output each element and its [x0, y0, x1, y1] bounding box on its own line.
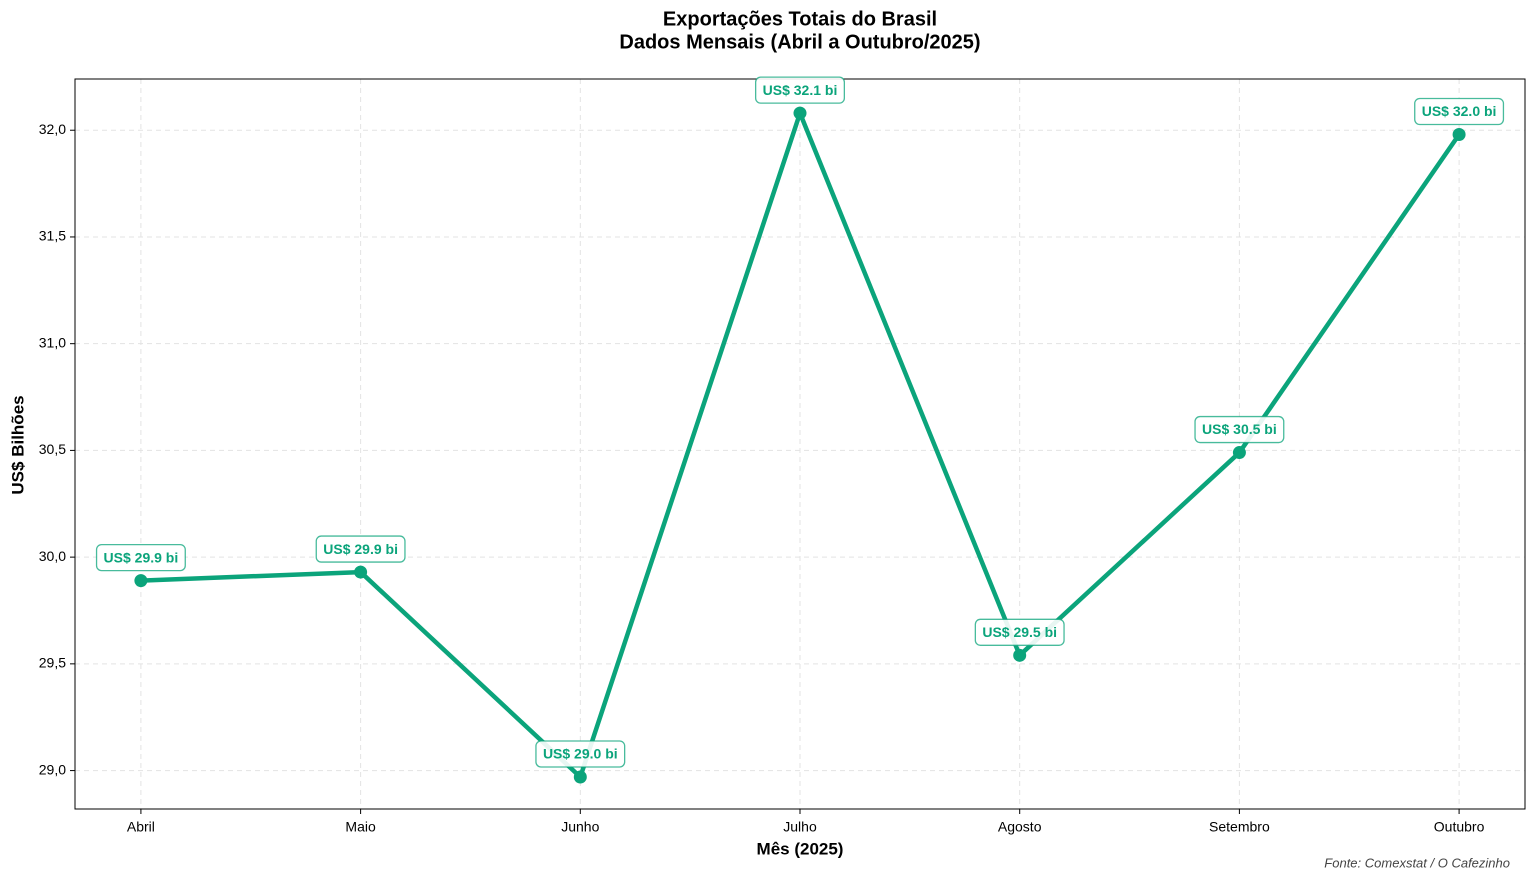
y-tick-label: 29,0 [39, 761, 66, 777]
value-label-box [535, 740, 626, 768]
y-axis-label: US$ Bilhões [8, 395, 27, 494]
y-tick-label: 31,5 [39, 228, 66, 244]
y-tick-label: 29,5 [39, 655, 66, 671]
x-axis-label: Mês (2025) [757, 839, 844, 858]
value-label-box [754, 76, 846, 104]
value-label-box [1194, 415, 1285, 444]
data-point [573, 770, 587, 784]
data-point [134, 574, 148, 588]
x-tick-label: Julho [783, 819, 817, 835]
y-tick-label: 32,0 [39, 121, 66, 137]
value-label: US$ 29.5 bi [982, 624, 1057, 640]
x-tick-label: Outubro [1434, 819, 1485, 835]
x-tick-label: Abril [127, 819, 155, 835]
y-tick-label: 30,0 [39, 548, 66, 564]
value-label-box [974, 618, 1065, 646]
chart-subtitle: Dados Mensais (Abril a Outubro/2025) [619, 31, 980, 53]
value-label: US$ 29.9 bi [104, 549, 179, 565]
data-point [1452, 127, 1466, 141]
chart-title: Exportações Totais do Brasil [663, 8, 937, 30]
y-tick-label: 31,0 [39, 334, 66, 350]
y-tick-label: 30,5 [39, 441, 66, 457]
data-point [1232, 446, 1246, 460]
x-tick-label: Setembro [1209, 819, 1270, 835]
x-tick-label: Maio [345, 819, 376, 835]
x-tick-label: Junho [561, 819, 599, 835]
value-label: US$ 32.1 bi [763, 82, 838, 98]
value-label: US$ 29.9 bi [323, 541, 398, 557]
data-point [793, 106, 807, 120]
data-point [354, 565, 368, 579]
value-label-box [315, 535, 406, 563]
value-label: US$ 32.0 bi [1422, 103, 1497, 119]
x-tick-label: Agosto [998, 819, 1042, 835]
value-label: US$ 29.0 bi [543, 746, 618, 762]
value-label: US$ 30.5 bi [1202, 421, 1277, 437]
value-label-box [1414, 97, 1505, 126]
value-label-box [95, 543, 186, 572]
source-note: Fonte: Comexstat / O Cafezinho [1324, 855, 1510, 870]
data-point [1013, 648, 1027, 662]
